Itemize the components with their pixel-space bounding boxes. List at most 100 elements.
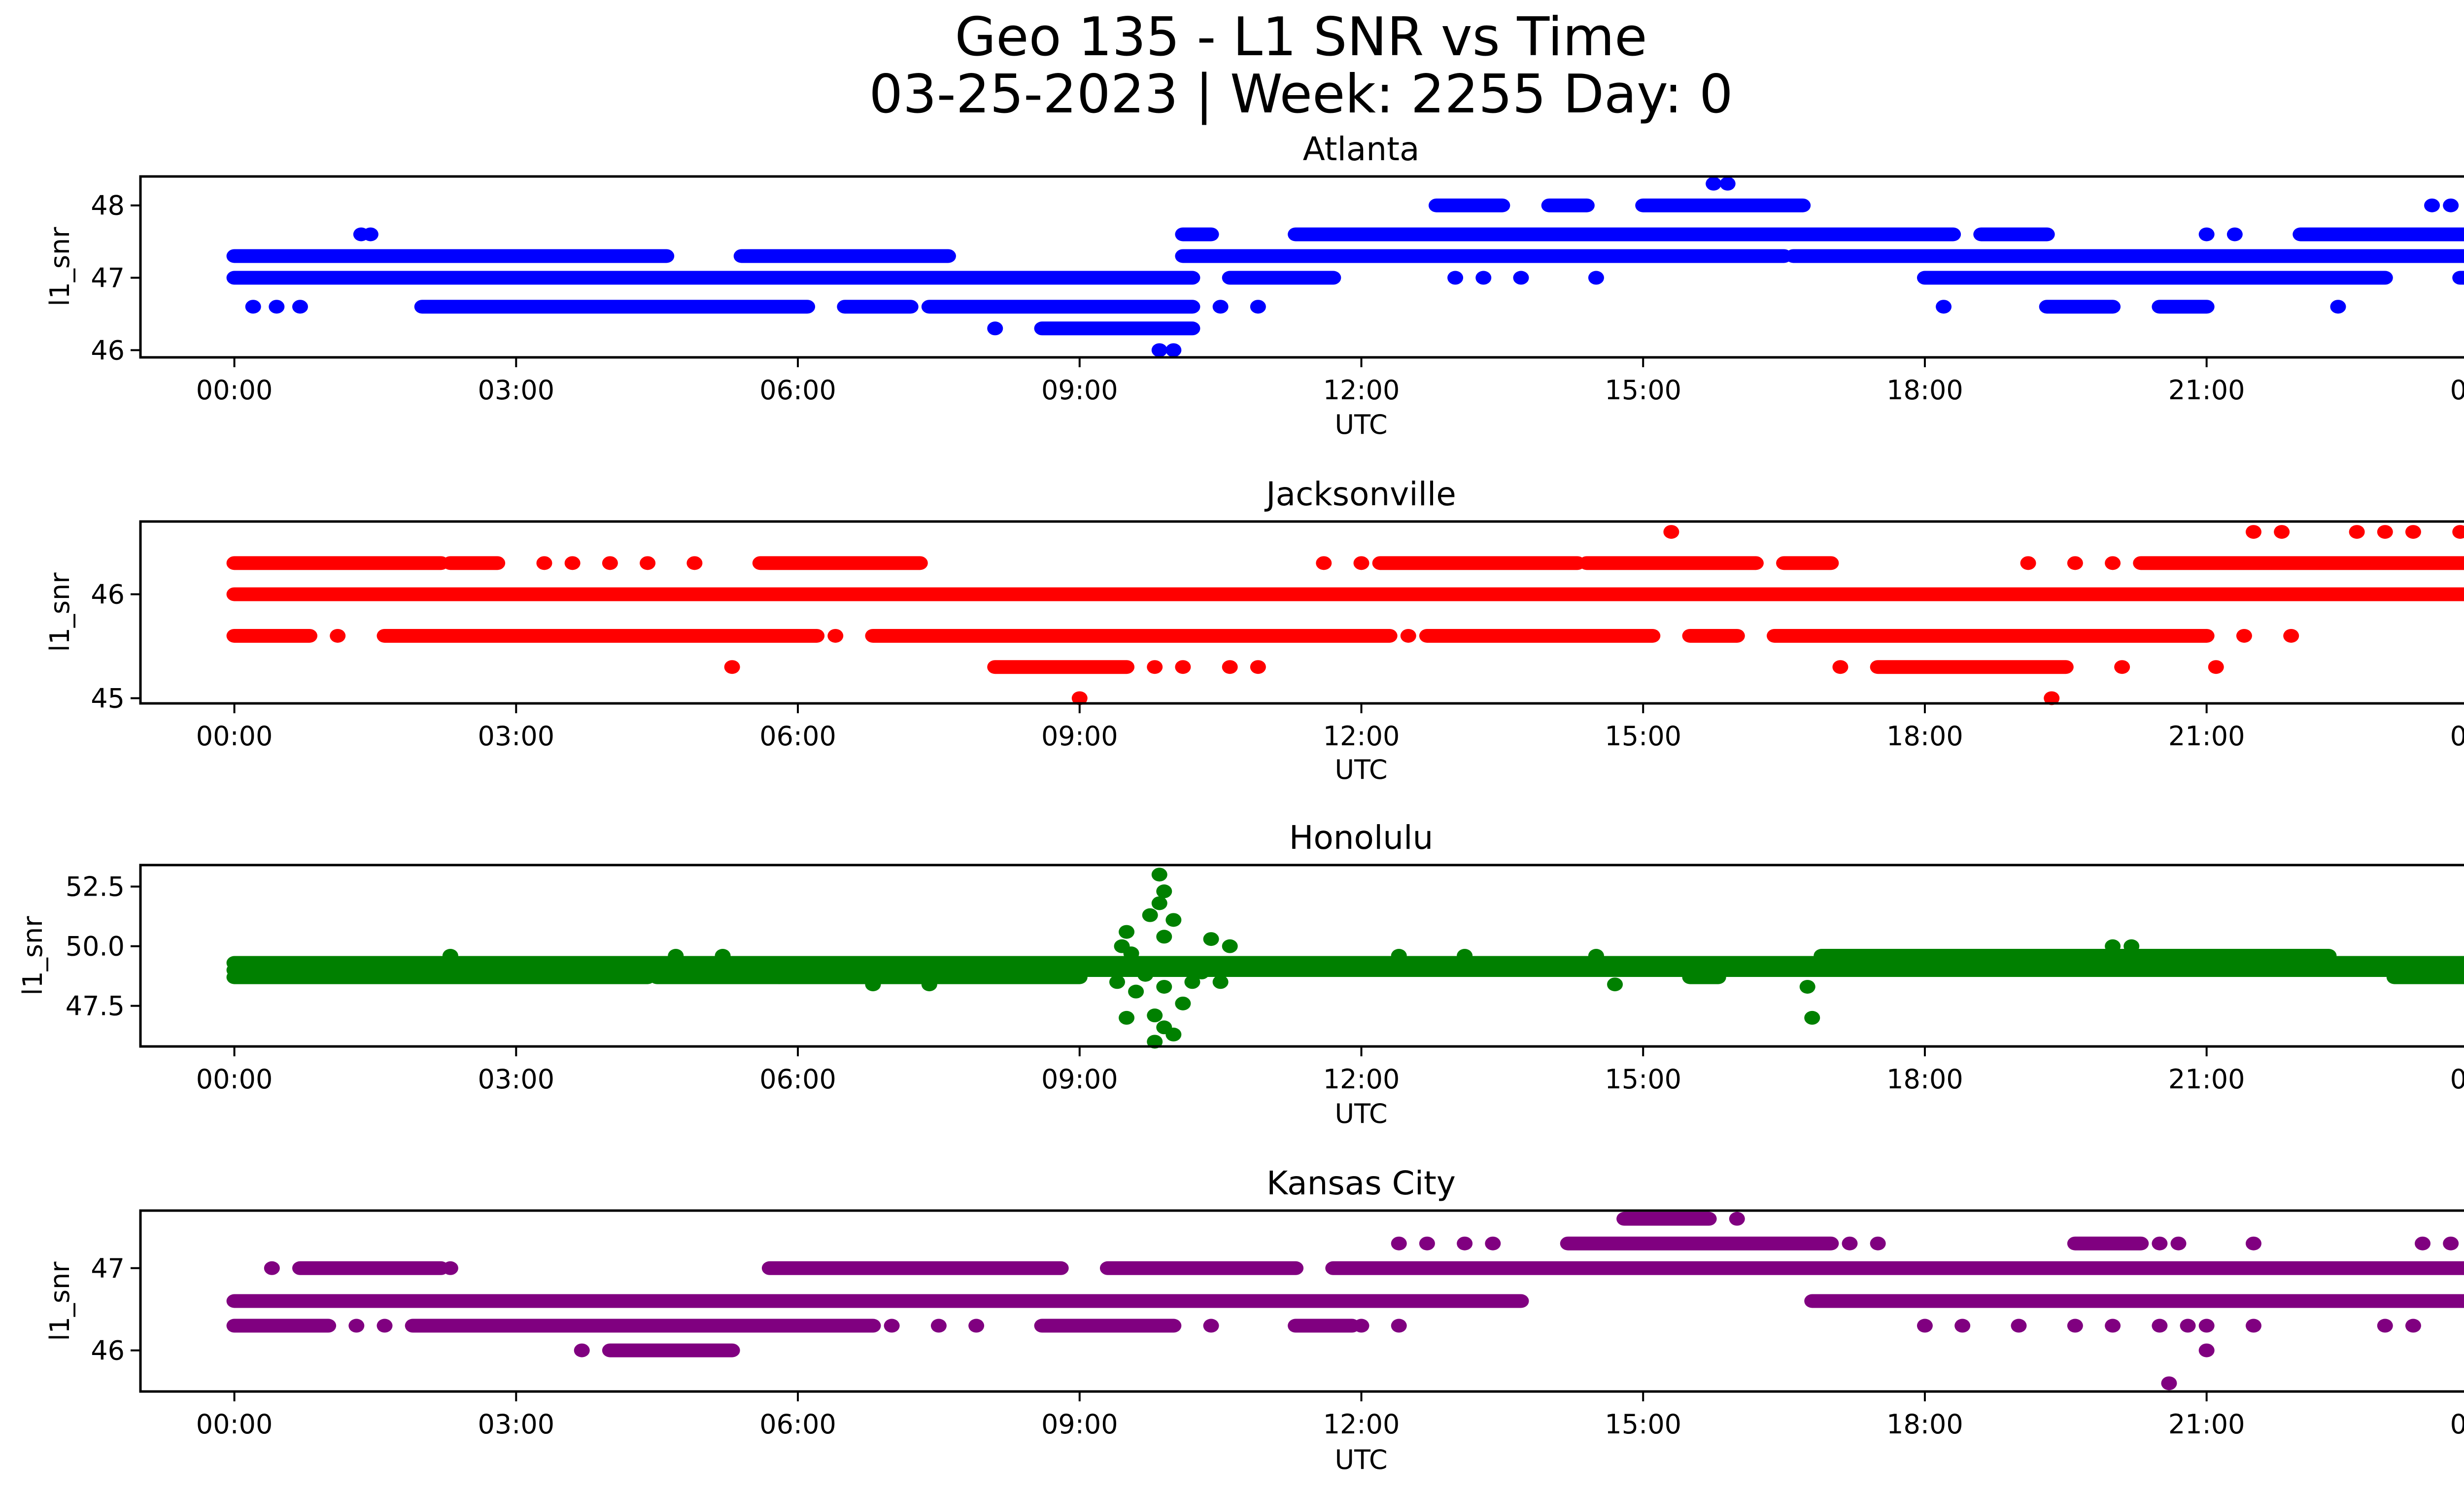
x-tick-label: 09:00 bbox=[1041, 375, 1118, 406]
scatter-point bbox=[1156, 1020, 1172, 1035]
scatter-run bbox=[2293, 227, 2464, 242]
scatter-point bbox=[2067, 556, 2083, 570]
scatter-point bbox=[2161, 1376, 2177, 1391]
scatter-run bbox=[405, 1319, 881, 1333]
scatter-point bbox=[686, 556, 703, 570]
scatter-point bbox=[827, 628, 844, 643]
scatter-point bbox=[2283, 628, 2299, 643]
scatter-point bbox=[1447, 628, 1464, 643]
scatter-point bbox=[715, 949, 731, 963]
x-tick-label: 18:00 bbox=[1886, 721, 1963, 752]
x-tick-label: 21:00 bbox=[2168, 1409, 2245, 1440]
scatter-point bbox=[2377, 525, 2393, 539]
scatter-point bbox=[1123, 946, 1139, 961]
scatter-point bbox=[564, 556, 581, 570]
scatter-point bbox=[1588, 949, 1604, 963]
scatter-point bbox=[1203, 932, 1219, 946]
scatter-run bbox=[2386, 970, 2464, 984]
scatter-point bbox=[1457, 1236, 1473, 1251]
scatter-point bbox=[2443, 198, 2459, 212]
x-tick-label: 00:00 bbox=[2450, 1064, 2464, 1095]
scatter-point bbox=[1151, 343, 1167, 357]
scatter-point bbox=[1842, 1236, 1858, 1251]
scatter-run bbox=[1776, 556, 1839, 570]
scatter-point bbox=[2011, 1319, 2027, 1333]
scatter-point bbox=[1588, 271, 1604, 285]
scatter-point bbox=[2415, 1236, 2431, 1251]
scatter-point bbox=[2226, 227, 2243, 242]
x-tick-label: 18:00 bbox=[1886, 1064, 1963, 1095]
x-tick-label: 09:00 bbox=[1041, 721, 1118, 752]
scatter-run bbox=[1419, 628, 1661, 643]
scatter-run bbox=[1785, 249, 2464, 263]
scatter-run bbox=[226, 1294, 1529, 1308]
scatter-point bbox=[1447, 271, 1464, 285]
scatter-point bbox=[668, 949, 684, 963]
y-axis-label: l1_snr bbox=[44, 227, 75, 307]
x-tick-label: 06:00 bbox=[759, 721, 836, 752]
scatter-point bbox=[1151, 868, 1167, 882]
x-axis-label: UTC bbox=[1335, 1444, 1387, 1475]
scatter-point bbox=[1212, 975, 1229, 989]
x-tick-label: 09:00 bbox=[1041, 1064, 1118, 1095]
scatter-point bbox=[2443, 1236, 2459, 1251]
scatter-point bbox=[1391, 949, 1407, 963]
scatter-point bbox=[2105, 939, 2121, 953]
scatter-point bbox=[264, 1261, 280, 1275]
scatter-point bbox=[1663, 525, 1679, 539]
scatter-point bbox=[292, 300, 308, 314]
scatter-run bbox=[752, 556, 928, 570]
scatter-point bbox=[442, 1261, 458, 1275]
scatter-run bbox=[226, 556, 449, 570]
scatter-run bbox=[987, 660, 1135, 674]
scatter-point bbox=[2330, 300, 2346, 314]
scatter-run bbox=[837, 300, 919, 314]
x-axis-label: UTC bbox=[1335, 409, 1387, 440]
axes-frame bbox=[139, 175, 2464, 359]
scatter-point bbox=[968, 1319, 985, 1333]
scatter-point bbox=[1475, 271, 1492, 285]
scatter-point bbox=[1109, 975, 1125, 989]
x-tick-label: 03:00 bbox=[478, 375, 554, 406]
scatter-point bbox=[2405, 525, 2421, 539]
scatter-point bbox=[1151, 896, 1167, 910]
scatter-point bbox=[921, 977, 937, 992]
scatter-run bbox=[226, 249, 675, 263]
scatter-run bbox=[442, 556, 506, 570]
scatter-run bbox=[1372, 556, 1585, 570]
scatter-run bbox=[1973, 227, 2055, 242]
scatter-run bbox=[414, 300, 816, 314]
scatter-run bbox=[376, 628, 825, 643]
scatter-point bbox=[1607, 977, 1623, 992]
panel-jacksonville: Jacksonville l1_snr UTC 45 46 00:00 03:00 06… bbox=[44, 475, 2464, 785]
scatter-run bbox=[1034, 1319, 1182, 1333]
scatter-run bbox=[1428, 198, 1510, 212]
x-tick-label: 00:00 bbox=[196, 1064, 273, 1095]
scatter-run bbox=[2039, 300, 2121, 314]
scatter-point bbox=[1870, 1236, 1886, 1251]
scatter-point bbox=[724, 660, 740, 674]
scatter-point bbox=[1832, 660, 1848, 674]
y-axis-label: l1_snr bbox=[17, 916, 48, 996]
scatter-run bbox=[226, 271, 1200, 285]
scatter-point bbox=[2245, 1319, 2261, 1333]
x-tick-label: 00:00 bbox=[2450, 721, 2464, 752]
scatter-point bbox=[2152, 1236, 2168, 1251]
scatter-point bbox=[2044, 691, 2060, 705]
scatter-run bbox=[761, 1261, 1069, 1275]
scatter-point bbox=[2198, 1319, 2215, 1333]
scatter-point bbox=[2123, 939, 2140, 953]
scatter-point bbox=[1916, 1319, 1933, 1333]
scatter-run bbox=[1578, 556, 1764, 570]
scatter-point bbox=[442, 949, 458, 963]
y-tick-label: 47.5 bbox=[66, 991, 125, 1022]
scatter-point bbox=[987, 321, 1003, 336]
panel-title: Jacksonville bbox=[1264, 475, 1456, 513]
scatter-point bbox=[1400, 628, 1416, 643]
scatter-point bbox=[2245, 525, 2261, 539]
scatter-point bbox=[269, 300, 285, 314]
scatter-point bbox=[2067, 1319, 2083, 1333]
scatter-point bbox=[2236, 628, 2252, 643]
scatter-run bbox=[2067, 1236, 2149, 1251]
scatter-point bbox=[1729, 1212, 1745, 1226]
